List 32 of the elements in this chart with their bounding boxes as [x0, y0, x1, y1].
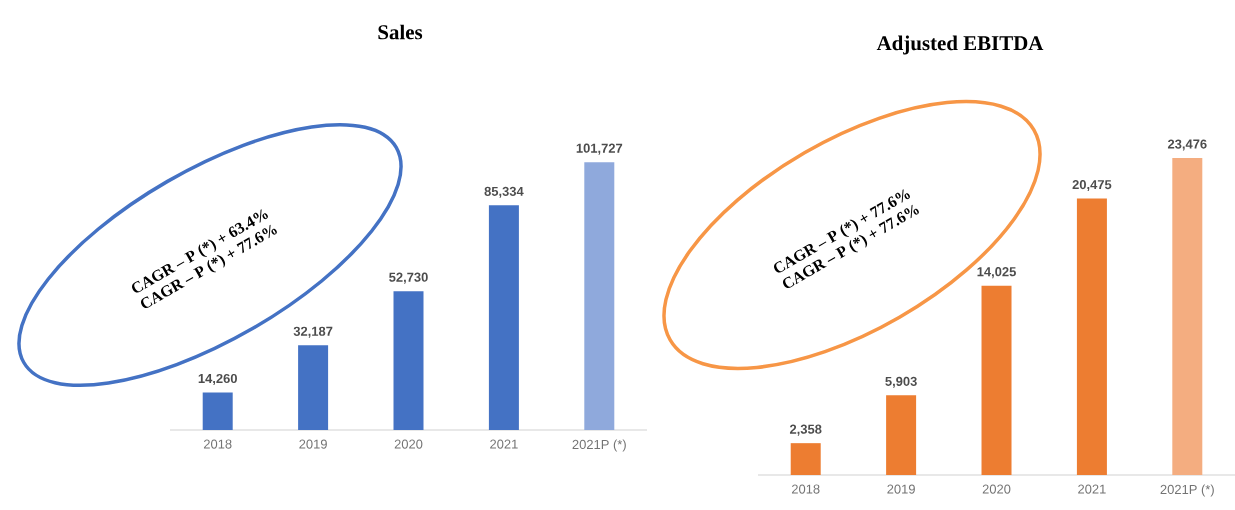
data-label: 20,475 — [1072, 179, 1112, 192]
bar — [790, 443, 821, 475]
data-label: 2,358 — [789, 424, 822, 436]
bar — [202, 392, 233, 430]
data-label: 14,025 — [977, 267, 1016, 279]
bar — [886, 395, 917, 475]
bar — [1172, 158, 1203, 475]
bar — [393, 291, 424, 430]
data-label: 23,476 — [1167, 139, 1207, 151]
x-tick-label: 2019 — [887, 484, 915, 494]
data-label: 52,730 — [389, 272, 428, 284]
data-label: 101,727 — [576, 143, 623, 155]
chart-title: Sales — [378, 24, 423, 40]
x-tick-label: 2019 — [299, 439, 327, 449]
chart-title: Adjusted EBITDA — [876, 35, 1044, 55]
x-tick-label: 2018 — [791, 484, 820, 494]
data-label: 32,187 — [293, 326, 333, 338]
bar — [488, 205, 519, 430]
bar — [584, 162, 615, 430]
x-tick-label: 2020 — [394, 439, 423, 449]
bar — [1076, 198, 1107, 475]
bar — [298, 345, 329, 430]
data-label: 5,903 — [885, 376, 917, 388]
x-tick-label: 2021P (*) — [1160, 484, 1214, 497]
x-tick-label: 2018 — [203, 439, 232, 449]
data-label: 14,260 — [198, 373, 237, 385]
bar — [981, 285, 1012, 475]
x-tick-label: 2021 — [1078, 484, 1106, 494]
data-label: 85,334 — [484, 186, 524, 198]
x-tick-label: 2020 — [982, 484, 1011, 494]
x-tick-label: 2021 — [490, 439, 518, 449]
x-tick-label: 2021P (*) — [572, 439, 626, 452]
